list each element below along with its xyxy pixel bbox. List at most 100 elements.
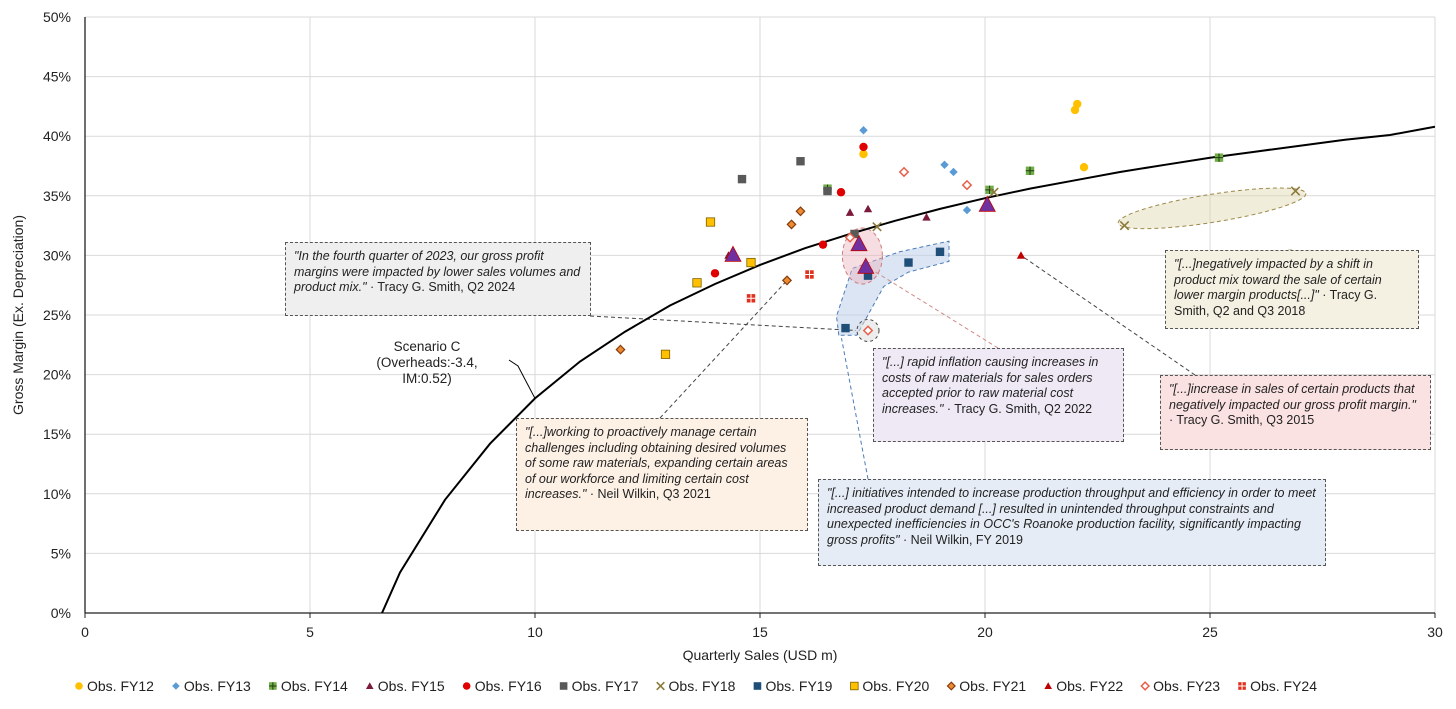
legend-marker <box>172 682 180 690</box>
point-fy12 <box>1079 162 1089 172</box>
legend-label: Obs. FY14 <box>281 678 348 694</box>
annotation-attribution: · Tracy G. Smith, Q2 2024 <box>366 280 516 294</box>
legend-label: Obs. FY12 <box>87 678 154 694</box>
point-fy15 <box>845 208 855 216</box>
scenario-curve-label: Scenario C (Overheads:-3.4, IM:0.52) <box>362 339 492 387</box>
legend-marker <box>850 681 859 691</box>
point-fy24-cross <box>746 294 756 303</box>
point-fy15 <box>922 213 931 221</box>
y-tick-label: 50% <box>43 9 71 25</box>
x-tick-label: 5 <box>306 624 314 640</box>
point-fy19 <box>863 271 873 280</box>
annotation-fy19: "[...] initiatives intended to increase … <box>818 479 1326 566</box>
point-fy14-cross <box>1025 166 1035 175</box>
annotation-fy15: "[...]increase in sales of certain produ… <box>1160 375 1431 450</box>
legend-marker <box>1044 682 1053 690</box>
highlight-point-fy22 <box>978 195 996 212</box>
x-tick-label: 10 <box>527 624 543 640</box>
point-fy18 <box>872 222 882 232</box>
legend-marker <box>462 682 471 690</box>
y-tick-label: 5% <box>51 545 71 561</box>
annotation-attribution: · Tracy G. Smith, Q3 2015 <box>1169 413 1315 427</box>
point-fy23 <box>898 166 910 178</box>
point-fy12 <box>859 149 868 159</box>
x-tick-label: 25 <box>1202 624 1218 640</box>
highlight-fy18 <box>1117 187 1307 230</box>
legend-marker <box>656 681 665 691</box>
legend-label: Obs. FY21 <box>959 678 1026 694</box>
annotation-fy22: "[...] rapid inflation causing increases… <box>873 348 1124 442</box>
annotation-leader-line <box>841 338 869 480</box>
point-fy17 <box>850 229 859 239</box>
highlight-point-fy22 <box>724 245 742 262</box>
point-fy20 <box>692 278 702 288</box>
annotation-attribution: · Tracy G. Smith, Q2 2022 <box>943 401 1093 416</box>
annotation-quote: "[...]increase in sales of certain produ… <box>1169 382 1416 412</box>
legend-marker <box>559 682 568 690</box>
annotation-fy18: "[...]negatively impacted by a shift in … <box>1165 250 1419 329</box>
point-fy21 <box>786 219 797 230</box>
point-fy14-cross <box>1214 153 1224 162</box>
legend-label: Obs. FY22 <box>1056 678 1123 694</box>
legend: Obs. FY12 Obs. FY13 Obs. FY14 Obs. FY15 Obs.… <box>75 678 1317 694</box>
point-fy16 <box>859 142 868 152</box>
highlight-point-fy22 <box>857 257 875 274</box>
point-fy18 <box>1119 220 1130 231</box>
legend-marker <box>1140 681 1151 691</box>
legend-label: Obs. FY18 <box>669 678 736 694</box>
scenario-label-line: (Overheads:-3.4, <box>376 355 478 370</box>
point-fy16 <box>818 240 828 249</box>
annotation-leader-line <box>659 280 788 419</box>
x-tick-label: 15 <box>752 624 768 640</box>
point-fy20 <box>746 257 756 268</box>
y-tick-label: 0% <box>51 605 71 621</box>
legend-marker <box>946 681 956 691</box>
y-tick-label: 40% <box>43 128 71 144</box>
y-tick-label: 20% <box>43 367 71 383</box>
annotation-attribution: · Tracy G. Smith, Q2 and Q3 2018 <box>1174 288 1378 318</box>
point-fy20 <box>660 349 671 359</box>
annotation-leader-line <box>1020 254 1196 376</box>
legend-marker-cross <box>1238 682 1246 690</box>
annotation-leader-line <box>867 266 999 349</box>
point-fy17 <box>737 174 747 184</box>
x-tick-label: 0 <box>81 624 89 640</box>
annotation-quote: "[...] initiatives intended to increase … <box>827 486 1316 547</box>
annotation-attribution: · Neil Wilkin, Q3 2021 <box>586 487 711 501</box>
legend-marker <box>365 682 374 690</box>
point-fy17 <box>796 157 805 166</box>
point-fy13 <box>949 167 958 177</box>
highlight-point-fy22 <box>850 234 868 252</box>
point-fy21 <box>781 275 793 286</box>
point-fy13 <box>940 160 949 170</box>
legend-label: Obs. FY16 <box>475 678 542 694</box>
legend-label: Obs. FY13 <box>184 678 251 694</box>
annotation-quote: "In the fourth quarter of 2023, our gros… <box>294 249 581 294</box>
y-tick-label: 25% <box>43 307 71 323</box>
legend-marker-cross <box>269 682 277 690</box>
point-fy15 <box>863 204 873 213</box>
annotation-fy24: "In the fourth quarter of 2023, our gros… <box>285 242 591 316</box>
point-fy13 <box>962 205 972 215</box>
y-tick-label: 10% <box>43 486 71 502</box>
y-tick-label: 35% <box>43 188 71 204</box>
x-axis-title: Quarterly Sales (USD m) <box>683 647 838 663</box>
annotation-leader-line <box>589 315 857 331</box>
legend-label: Obs. FY24 <box>1250 678 1317 694</box>
legend-marker <box>75 682 83 690</box>
point-fy18 <box>989 187 999 197</box>
legend-label: Obs. FY23 <box>1153 678 1220 694</box>
point-fy23 <box>844 232 856 243</box>
y-tick-label: 30% <box>43 247 71 263</box>
annotation-quote: "[...]working to proactively manage cert… <box>525 425 788 501</box>
point-fy22 <box>1016 251 1026 259</box>
legend-marker <box>753 682 762 690</box>
legend-label: Obs. FY17 <box>572 678 639 694</box>
annotation-quote: "[...]negatively impacted by a shift in … <box>1174 257 1382 302</box>
point-fy16 <box>710 269 720 278</box>
y-tick-label: 45% <box>43 69 71 85</box>
point-fy19 <box>935 247 945 257</box>
x-tick-label: 30 <box>1427 624 1443 640</box>
y-tick-label: 15% <box>43 426 71 442</box>
scenario-label-line: IM:0.52) <box>402 371 452 386</box>
